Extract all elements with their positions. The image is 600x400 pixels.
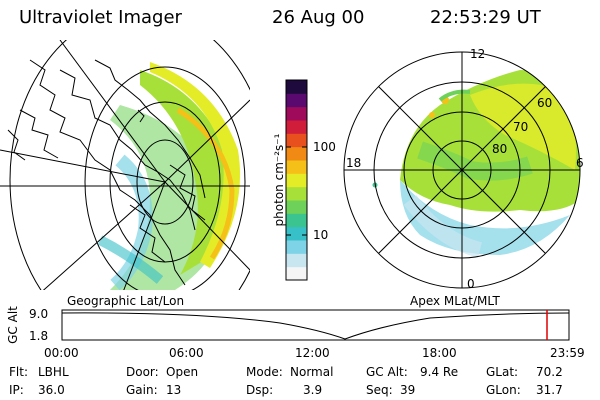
timeline-xtick-1800: 18:00 <box>422 346 457 360</box>
colorbar-band <box>286 160 307 174</box>
colorbar-band <box>286 186 307 201</box>
colorbar-band <box>286 93 307 108</box>
geographic-grid <box>0 40 250 290</box>
mlt-label-12: 12 <box>470 47 486 61</box>
glon-label: GLon: <box>486 383 521 397</box>
image-time: 22:53:29 UT <box>430 7 541 28</box>
timeline-xtick-0000: 00:00 <box>44 346 79 360</box>
timeline-ytick-low: 1.8 <box>29 329 49 343</box>
ip-value: 36.0 <box>38 383 65 397</box>
image-date: 26 Aug 00 <box>272 7 365 28</box>
geographic-panel <box>0 40 250 290</box>
ip-label: IP: <box>9 383 24 397</box>
apex-caption: Apex MLat/MLT <box>410 294 500 308</box>
colorbar <box>285 79 308 281</box>
gain-label: Gain: <box>126 383 158 397</box>
gc-alt-curve <box>61 312 570 340</box>
colorbar-band <box>286 106 307 121</box>
door-label: Door: <box>126 365 159 379</box>
gcalt-label: GC Alt: <box>366 365 408 379</box>
colorbar-band <box>286 266 307 281</box>
mlt-label-0: 0 <box>467 277 475 291</box>
colorbar-band <box>286 80 307 94</box>
polar-aurora-image <box>372 70 580 258</box>
colorbar-band <box>286 200 307 214</box>
mlt-label-6: 6 <box>576 156 584 170</box>
colorbar-tick-10: 10 <box>313 228 329 242</box>
dsp-value: 3.9 <box>303 383 323 397</box>
colorbar-band <box>286 133 307 148</box>
glat-value: 70.2 <box>536 365 563 379</box>
door-value: Open <box>166 365 199 379</box>
colorbar-band <box>286 226 307 241</box>
colorbar-band <box>286 120 307 134</box>
flt-value: LBHL <box>38 365 69 379</box>
mlat-label-60: 60 <box>537 96 553 110</box>
colorbar-band <box>286 213 307 228</box>
glat-label: GLat: <box>486 365 519 379</box>
dsp-label: Dsp: <box>246 383 274 397</box>
flt-label: Flt: <box>9 365 28 379</box>
timeline-xtick-2359: 23:59 <box>550 346 585 360</box>
colorbar-band <box>286 253 307 268</box>
gain-value: 13 <box>166 383 182 397</box>
polar-grid <box>343 51 581 289</box>
mode-value: Normal <box>290 365 334 379</box>
app-title: Ultraviolet Imager <box>19 7 182 28</box>
colorbar-band <box>286 146 307 161</box>
coastlines <box>7 59 206 286</box>
glon-value: 31.7 <box>536 383 563 397</box>
colorbar-tick-100: 100 <box>313 140 336 154</box>
timeline-ytick-high: 9.0 <box>29 307 49 321</box>
colorbar-unit-label: photon cm⁻²s⁻¹ <box>272 133 286 227</box>
polar-panel <box>343 51 581 289</box>
gcalt-value: 9.4 Re <box>420 365 459 379</box>
timeline-plot <box>61 309 570 341</box>
mlat-label-80: 80 <box>492 142 508 156</box>
timeline-xtick-1200: 12:00 <box>295 346 330 360</box>
colorbar-band <box>286 173 307 188</box>
geographic-caption: Geographic Lat/Lon <box>67 294 185 308</box>
colorbar-band <box>286 240 307 254</box>
timeline-axis-label: GC Alt <box>5 306 20 344</box>
left-aurora-image <box>97 62 241 290</box>
mlat-label-70: 70 <box>513 120 529 134</box>
timeline-xtick-0600: 06:00 <box>169 346 204 360</box>
seq-label: Seq: <box>366 383 393 397</box>
mode-label: Mode: <box>246 365 283 379</box>
seq-value: 39 <box>400 383 416 397</box>
mlt-label-18: 18 <box>346 156 362 170</box>
